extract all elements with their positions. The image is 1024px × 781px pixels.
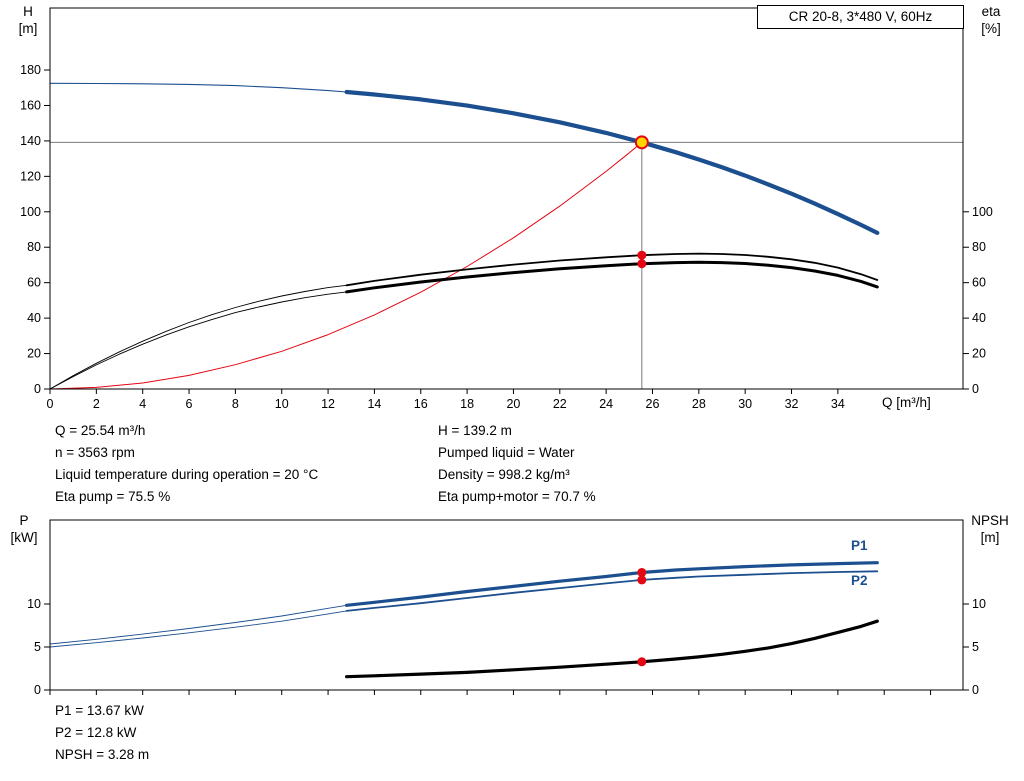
- svg-text:14: 14: [367, 397, 381, 411]
- svg-text:0: 0: [34, 683, 41, 697]
- svg-text:120: 120: [20, 169, 41, 183]
- svg-text:0: 0: [972, 683, 979, 697]
- svg-text:26: 26: [646, 397, 660, 411]
- chart-performance-svg: 0 2 4 6 8 10 12 14 16 18 20 22 24 26 28 30 32 34020406080…: [20, 7, 993, 411]
- result-density: Density = 998.2 kg/m³: [438, 467, 570, 482]
- head-curve-thin: [49, 82, 348, 93]
- eta-pump-thin: [49, 284, 348, 390]
- svg-text:10: 10: [275, 397, 289, 411]
- p1-thin: [49, 604, 348, 645]
- q-axis-label: Q [m³/h]: [882, 395, 931, 410]
- duty-results-col2: H = 139.2 m Pumped liquid = Water Densit…: [438, 420, 596, 508]
- eta-pump-motor-thick: [345, 260, 879, 294]
- eta-pump-thick: [345, 252, 879, 287]
- p-axis-title: P [kW]: [2, 512, 46, 546]
- svg-text:16: 16: [414, 397, 428, 411]
- npsh-axis-title: NPSH [m]: [960, 512, 1020, 546]
- svg-text:180: 180: [20, 63, 41, 77]
- svg-text:20: 20: [27, 347, 41, 361]
- svg-text:60: 60: [972, 276, 986, 290]
- pump-title-box: CR 20-8, 3*480 V, 60Hz: [757, 5, 964, 29]
- p2-thin: [49, 610, 348, 648]
- svg-text:80: 80: [27, 240, 41, 254]
- svg-text:28: 28: [692, 397, 706, 411]
- result-liquid-temp: Liquid temperature during operation = 20…: [55, 467, 319, 482]
- svg-text:4: 4: [139, 397, 146, 411]
- h-axis-unit: [m]: [18, 21, 38, 36]
- svg-text:32: 32: [785, 397, 799, 411]
- result-p2: P2 = 12.8 kW: [55, 725, 137, 740]
- power-results: P1 = 13.67 kW P2 = 12.8 kW NPSH = 3.28 m: [55, 700, 149, 766]
- svg-text:5: 5: [34, 640, 41, 654]
- svg-text:40: 40: [972, 311, 986, 325]
- eta-pump-motor-thin: [49, 291, 348, 390]
- eta-pump-motor-point: [637, 259, 647, 269]
- eta-pump-point: [637, 250, 647, 260]
- svg-text:12: 12: [321, 397, 335, 411]
- head-curve-thick: [344, 89, 880, 235]
- result-n: n = 3563 rpm: [55, 445, 135, 460]
- eta-axis-unit: [%]: [981, 21, 1001, 36]
- svg-text:5: 5: [972, 640, 979, 654]
- svg-text:8: 8: [232, 397, 239, 411]
- p-axis-unit: [kW]: [10, 530, 38, 545]
- npsh-point: [637, 657, 647, 667]
- result-h: H = 139.2 m: [438, 423, 512, 438]
- svg-text:34: 34: [831, 397, 845, 411]
- result-pumped-liquid: Pumped liquid = Water: [438, 445, 575, 460]
- svg-text:22: 22: [553, 397, 567, 411]
- p2-curve-label: P2: [851, 573, 868, 588]
- svg-text:2: 2: [93, 397, 100, 411]
- svg-text:0: 0: [47, 397, 54, 411]
- svg-text:40: 40: [27, 311, 41, 325]
- result-q: Q = 25.54 m³/h: [55, 423, 146, 438]
- p1-curve-label: P1: [851, 538, 868, 553]
- chart-power-npsh-svg: 0 5 10 0 5 10: [27, 519, 986, 697]
- svg-text:80: 80: [972, 240, 986, 254]
- svg-text:20: 20: [506, 397, 520, 411]
- result-eta-pump-motor: Eta pump+motor = 70.7 %: [438, 489, 596, 504]
- svg-text:60: 60: [27, 276, 41, 290]
- npsh-axis-symbol: NPSH: [971, 513, 1009, 528]
- duty-point: [634, 135, 649, 150]
- eta-axis-title: eta [%]: [966, 3, 1016, 37]
- npsh-curve: [345, 619, 879, 679]
- p2-point: [637, 575, 647, 585]
- h-axis-title: H [m]: [8, 3, 48, 37]
- svg-text:10: 10: [972, 597, 986, 611]
- svg-text:10: 10: [27, 597, 41, 611]
- svg-text:30: 30: [738, 397, 752, 411]
- svg-text:20: 20: [972, 347, 986, 361]
- p2-thick: [345, 570, 879, 612]
- result-npsh: NPSH = 3.28 m: [55, 747, 150, 762]
- duty-results-col1: Q = 25.54 m³/h n = 3563 rpm Liquid tempe…: [55, 420, 318, 508]
- svg-text:0: 0: [972, 382, 979, 396]
- svg-text:100: 100: [972, 205, 993, 219]
- p1-thick: [345, 561, 879, 607]
- svg-text:160: 160: [20, 98, 41, 112]
- svg-text:6: 6: [186, 397, 193, 411]
- system-curve: [49, 141, 643, 390]
- svg-text:18: 18: [460, 397, 474, 411]
- svg-text:0: 0: [34, 382, 41, 396]
- result-eta-pump: Eta pump = 75.5 %: [55, 489, 171, 504]
- svg-text:140: 140: [20, 134, 41, 148]
- svg-text:100: 100: [20, 205, 41, 219]
- h-axis-symbol: H: [23, 4, 33, 19]
- eta-axis-symbol: eta: [981, 4, 1001, 19]
- svg-text:24: 24: [599, 397, 613, 411]
- p-axis-symbol: P: [19, 513, 29, 528]
- result-p1: P1 = 13.67 kW: [55, 703, 144, 718]
- npsh-axis-unit: [m]: [980, 530, 1000, 545]
- p1-point: [637, 567, 647, 577]
